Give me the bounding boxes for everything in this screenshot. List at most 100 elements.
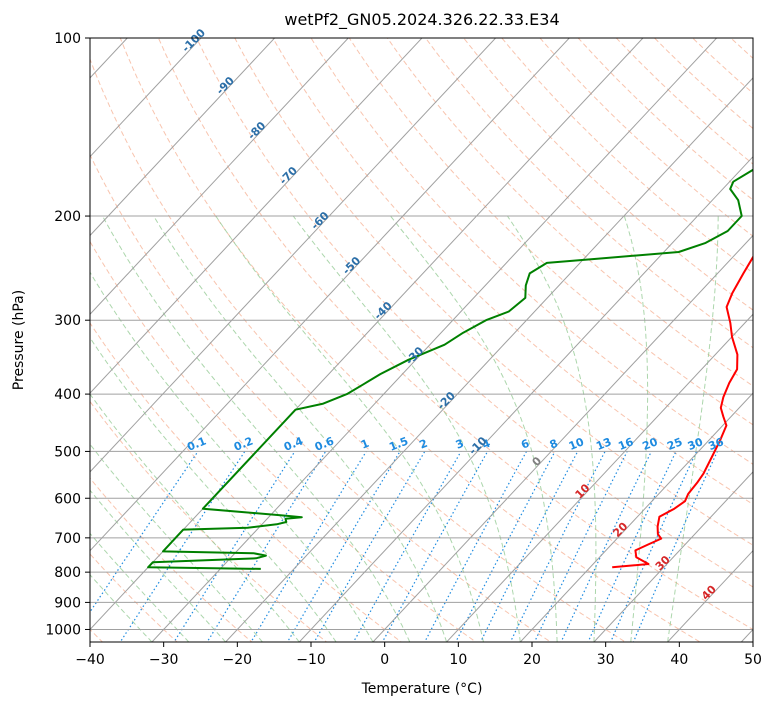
isotherm-line xyxy=(666,549,753,642)
isotherm-line xyxy=(90,38,644,631)
y-tick-label: 600 xyxy=(54,491,81,507)
isotherm-label: -70 xyxy=(277,164,300,187)
mixing-ratio-label: 10 xyxy=(567,435,586,453)
y-tick-label: 800 xyxy=(54,565,81,581)
dry-adiabat xyxy=(386,38,753,387)
isotherm-line xyxy=(90,38,349,316)
profiles xyxy=(147,168,753,570)
mixing-ratio-label: 20 xyxy=(641,435,660,453)
moist-adiabat xyxy=(390,215,558,642)
isotherm-line xyxy=(90,38,423,394)
moist-adiabat xyxy=(90,489,226,642)
y-tick-label: 300 xyxy=(54,313,81,329)
isotherm-label: 40 xyxy=(699,582,719,602)
moist-adiabat xyxy=(153,215,448,642)
dry-adiabat xyxy=(90,240,477,642)
isotherm-line xyxy=(445,313,753,642)
mixing-ratio-label: 2 xyxy=(418,437,430,452)
chart-title: wetPf2_GN05.2024.326.22.33.E34 xyxy=(284,10,559,30)
x-tick-label: −40 xyxy=(75,652,105,668)
mixing-ratio-label: 1 xyxy=(359,437,371,452)
isotherm-label: 20 xyxy=(610,520,630,540)
isotherm-label: -60 xyxy=(308,209,331,232)
y-tick-label: 900 xyxy=(54,595,81,611)
isotherm-line xyxy=(151,38,718,642)
isotherm-line xyxy=(224,77,753,642)
x-tick-label: 0 xyxy=(380,652,389,668)
moist-adiabat xyxy=(90,336,337,642)
mixing-ratio-line xyxy=(424,451,528,642)
moist-adiabat xyxy=(292,215,521,642)
mixing-ratio-line xyxy=(286,451,401,642)
y-axis-label: Pressure (hPa) xyxy=(11,290,27,390)
isotherm-label: -30 xyxy=(403,344,426,367)
isotherm-label: -80 xyxy=(245,119,268,142)
dry-adiabat xyxy=(234,38,753,546)
dry-adiabat xyxy=(615,38,753,165)
isotherm-label: -20 xyxy=(435,389,458,412)
y-tick-label: 200 xyxy=(54,209,81,225)
x-tick-label: 50 xyxy=(744,652,762,668)
isotherm-line xyxy=(372,234,753,642)
x-tick-label: −20 xyxy=(223,652,253,668)
moist-adiabat xyxy=(667,215,719,642)
x-tick-label: −30 xyxy=(149,652,179,668)
mixing-ratio-label: 36 xyxy=(707,435,726,453)
dry-adiabat xyxy=(90,553,178,642)
dry-adiabat xyxy=(272,38,753,505)
moist-adiabat xyxy=(90,573,153,642)
x-tick-label: −10 xyxy=(296,652,326,668)
y-tick-label: 100 xyxy=(54,31,81,47)
temperature-line xyxy=(612,255,753,569)
moist-adiabat xyxy=(506,215,597,642)
mixing-ratio-label: 30 xyxy=(686,435,705,453)
dry-adiabat xyxy=(463,38,753,311)
mixing-ratio-line xyxy=(250,451,367,642)
mixing-ratio-line xyxy=(632,451,718,642)
mixing-ratio-label: 3 xyxy=(454,437,466,452)
isotherm-line xyxy=(90,38,276,237)
isotherm-line xyxy=(298,155,753,642)
mixing-ratio-label: 8 xyxy=(548,437,560,452)
y-tick-label: 1000 xyxy=(45,622,81,638)
dry-adiabat xyxy=(90,477,253,642)
isotherm-line xyxy=(90,38,497,473)
isotherm-line xyxy=(0,11,5,654)
x-tick-label: 30 xyxy=(597,652,615,668)
mixing-ratio-line xyxy=(509,451,606,642)
dewpoint-line xyxy=(147,168,753,570)
y-tick-label: 700 xyxy=(54,531,81,547)
mixing-ratio-label: 16 xyxy=(616,435,635,453)
x-tick-label: 20 xyxy=(523,652,541,668)
isotherm-label: -50 xyxy=(340,254,363,277)
isotherm-line xyxy=(90,38,202,158)
dry-adiabat xyxy=(90,153,552,642)
isotherm-label: -100 xyxy=(179,26,208,55)
mixing-ratio-line xyxy=(381,451,489,642)
y-tick-label: 400 xyxy=(54,387,81,403)
isotherm-line xyxy=(90,38,570,552)
y-tick-label: 500 xyxy=(54,444,81,460)
mixing-ratio-line xyxy=(609,451,698,642)
dry-adiabat xyxy=(90,400,328,642)
y-axis: 100 200 300 400 500 600 700 800 900 1000 xyxy=(45,31,90,638)
dry-adiabat xyxy=(310,38,753,465)
mixing-ratio-label: 13 xyxy=(594,435,613,453)
mixing-ratio-label: 0.4 xyxy=(282,434,305,453)
moist-adiabat xyxy=(90,532,190,642)
mixing-ratio-label: 0.6 xyxy=(313,434,336,453)
moist-adiabat xyxy=(90,271,374,642)
moist-adiabat xyxy=(623,215,649,642)
x-tick-label: 40 xyxy=(670,652,688,668)
dry-adiabat xyxy=(348,38,753,426)
grid-lines xyxy=(0,11,753,654)
dry-adiabat xyxy=(539,38,753,237)
isotherm-line xyxy=(519,392,753,642)
plot-frame xyxy=(89,37,754,643)
x-tick-label: 10 xyxy=(449,652,467,668)
x-axis-label: Temperature (°C) xyxy=(361,681,483,697)
x-axis: −40 −30 −20 −10 0 10 20 30 40 50 xyxy=(75,642,762,668)
moist-adiabat xyxy=(215,215,484,642)
mixing-ratio-line xyxy=(352,451,462,642)
